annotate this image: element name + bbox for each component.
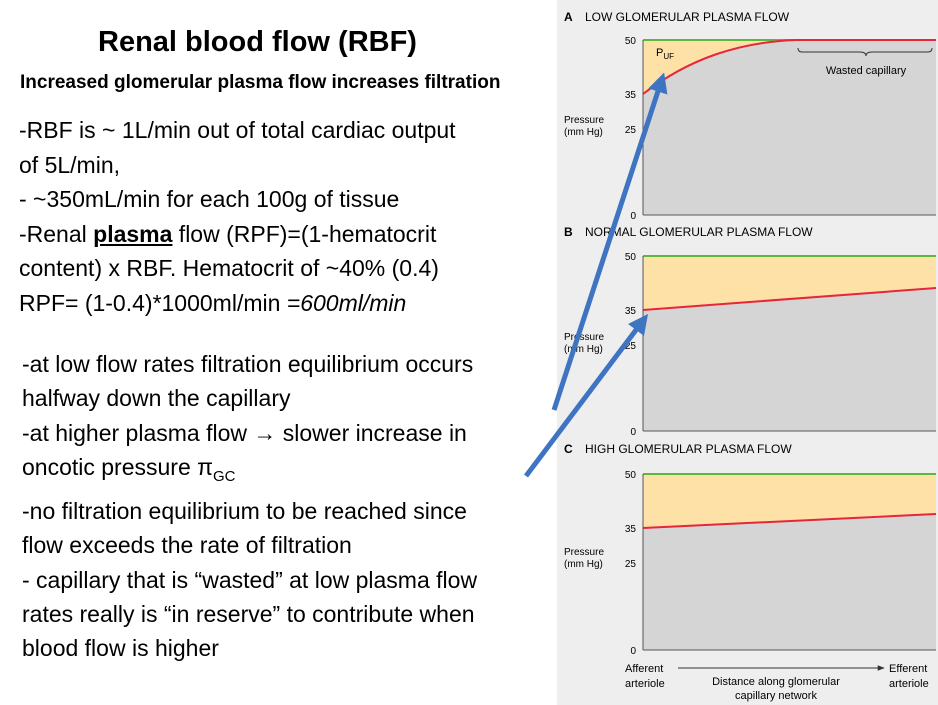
rbf-text-block: -RBF is ~ 1L/min out of total cardiac ou…: [19, 113, 559, 320]
panel-b-letter: B: [564, 225, 573, 239]
text-line: -RBF is ~ 1L/min out of total cardiac ou…: [19, 117, 456, 143]
text-line: blood flow is higher: [22, 635, 219, 662]
text-segment: -Renal: [19, 220, 94, 247]
tick-label: 0: [630, 646, 636, 657]
tick-label: 25: [625, 341, 637, 352]
panel-c-title: HIGH GLOMERULAR PLASMA FLOW: [585, 442, 792, 456]
wasted-capillary-label: Wasted capillary: [826, 65, 907, 77]
tick-label: 0: [630, 427, 636, 438]
panel-a-puf-fill: [643, 40, 796, 94]
efferent-label: Efferent: [889, 663, 927, 675]
text-line: - ~350mL/min for each 100g of tissue: [19, 186, 400, 212]
y-axis-label: (mm Hg): [564, 127, 603, 138]
panel-c-puf-fill: [643, 474, 936, 528]
subscript-gc: GC: [213, 467, 236, 485]
plasma-emphasis: plasma: [93, 220, 173, 247]
y-axis-label: (mm Hg): [564, 344, 603, 355]
panel-b-title: NORMAL GLOMERULAR PLASMA FLOW: [585, 225, 813, 239]
text-line: - capillary that is “wasted” at low plas…: [22, 566, 478, 593]
text-segment: oncotic pressure π: [22, 453, 214, 480]
tick-label: 50: [625, 470, 637, 481]
tick-label: 35: [625, 524, 637, 535]
text-line: -at low flow rates filtration equilibriu…: [22, 351, 474, 377]
text-line: RPF= (1-0.4)*1000ml/min =600ml/min: [19, 286, 559, 321]
y-axis-label: (mm Hg): [564, 559, 603, 570]
distance-label: capillary network: [735, 690, 817, 702]
text-line: flow exceeds the rate of filtration: [22, 532, 352, 559]
text-line: -Renal plasma flow (RPF)=(1-hematocrit: [19, 217, 559, 252]
slide-subtitle: Increased glomerular plasma flow increas…: [20, 72, 501, 93]
panel-b-oncotic-line: [642, 287, 937, 311]
puf-label: PUF: [656, 47, 674, 61]
tick-label: 0: [630, 211, 636, 222]
tick-label: 35: [625, 306, 637, 317]
tick-label: 35: [625, 90, 637, 101]
afferent-label: arteriole: [625, 678, 665, 690]
text-segment: RPF= (1-0.4)*1000ml/min: [19, 289, 287, 316]
y-axis-label: Pressure: [564, 115, 604, 126]
afferent-label: Afferent: [625, 663, 663, 675]
arrow-to-panel-a: [551, 72, 668, 411]
arrow-to-panel-b: [524, 314, 649, 478]
panel-a-title: LOW GLOMERULAR PLASMA FLOW: [585, 10, 790, 24]
y-axis-label: Pressure: [564, 547, 604, 558]
panel-a-area: [643, 40, 936, 215]
panel-c-oncotic-line: [642, 513, 937, 529]
efferent-label: arteriole: [889, 678, 929, 690]
filtration-text-block: -at low flow rates filtration equilibriu…: [22, 347, 562, 666]
text-line: of 5L/min,: [19, 151, 120, 178]
text-line: rates really is “in reserve” to contribu…: [22, 601, 475, 628]
panel-b-puf-fill: [643, 256, 936, 310]
slide-title: Renal blood flow (RBF): [98, 26, 417, 58]
text-line: -at higher plasma flow → slower increase…: [22, 419, 467, 446]
text-line: oncotic pressure πGC: [22, 450, 562, 494]
tick-label: 25: [625, 559, 637, 570]
text-line: content) x RBF. Hematocrit of ~40% (0.4): [19, 255, 439, 281]
rpf-result: =600ml/min: [286, 289, 407, 316]
text-line: halfway down the capillary: [22, 385, 291, 412]
panel-a-letter: A: [564, 10, 573, 24]
tick-label: 50: [625, 252, 637, 263]
tick-label: 25: [625, 125, 637, 136]
tick-label: 50: [625, 36, 637, 47]
y-axis-label: Pressure: [564, 332, 604, 343]
text-line: -no filtration equilibrium to be reached…: [22, 498, 467, 525]
distance-label: Distance along glomerular: [712, 676, 840, 688]
panel-c-letter: C: [564, 442, 573, 456]
text-segment: flow (RPF)=(1-hematocrit: [172, 220, 437, 247]
wasted-capillary-bracket: [797, 47, 933, 57]
